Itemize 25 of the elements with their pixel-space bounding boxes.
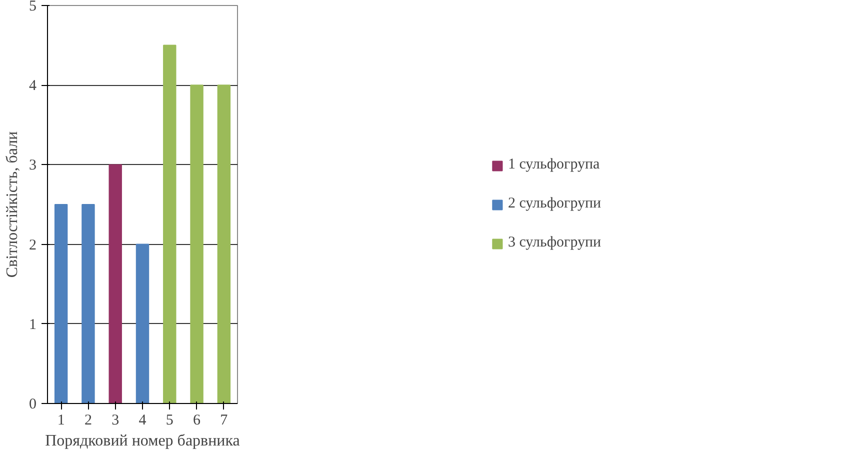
bar xyxy=(54,204,68,404)
x-tick-label: 4 xyxy=(138,412,147,428)
x-tick-label: 6 xyxy=(193,412,202,428)
y-tick-label: 2 xyxy=(29,237,36,254)
bar xyxy=(82,204,95,404)
y-tick-label: 5 xyxy=(29,0,36,14)
y-axis-title: Світлостійкість, бали xyxy=(4,130,21,278)
x-tick-label: 5 xyxy=(166,412,174,428)
y-tick-label: 4 xyxy=(29,78,37,94)
bar xyxy=(108,164,122,404)
x-axis-title: Порядковий номер барвника xyxy=(45,432,240,450)
x-tick-label: 1 xyxy=(57,412,65,428)
x-tick-label: 2 xyxy=(84,412,92,428)
x-tick-label: 7 xyxy=(220,412,228,428)
y-tick-label: 1 xyxy=(29,316,36,333)
bar xyxy=(136,244,150,404)
legend-label: 1 сульфогрупа xyxy=(508,156,600,174)
y-tick-label: 0 xyxy=(29,396,36,412)
x-tick-label: 3 xyxy=(112,412,120,428)
y-tick-label: 3 xyxy=(29,158,36,174)
legend-label: 3 сульфогрупи xyxy=(508,234,602,252)
bar xyxy=(217,84,231,404)
bar xyxy=(190,84,204,404)
legend-label: 2 сульфогрупи xyxy=(508,196,602,212)
bar xyxy=(163,44,176,404)
